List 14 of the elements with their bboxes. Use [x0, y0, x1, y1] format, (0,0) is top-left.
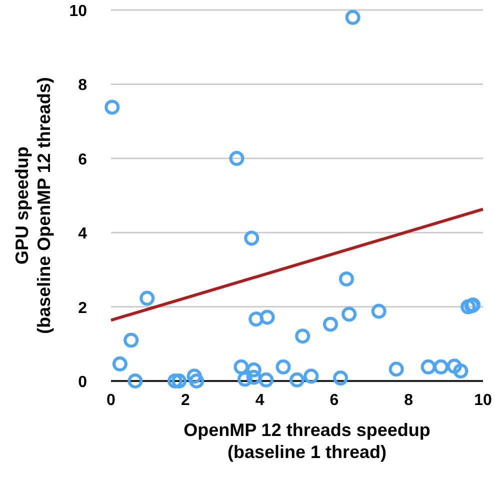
x-tick-label: 8: [404, 392, 414, 409]
x-tick-label: 0: [106, 392, 116, 409]
x-axis-title: OpenMP 12 threads speedup (baseline 1 thread): [184, 420, 430, 462]
x-tick-label: 6: [330, 392, 339, 409]
y-axis-title: GPU speedup (baseline OpenMP 12 threads): [12, 77, 54, 334]
x-tick-label: 2: [180, 392, 190, 409]
y-tick-label: 2: [78, 300, 88, 317]
y-tick-label: 10: [69, 3, 88, 20]
x-tick-label: 4: [255, 392, 264, 409]
y-tick-label: 4: [78, 226, 88, 243]
y-tick-label: 8: [78, 77, 88, 94]
x-tick-label: 10: [474, 392, 492, 409]
y-tick-label: 6: [78, 151, 88, 168]
y-tick-label: 0: [78, 374, 88, 391]
